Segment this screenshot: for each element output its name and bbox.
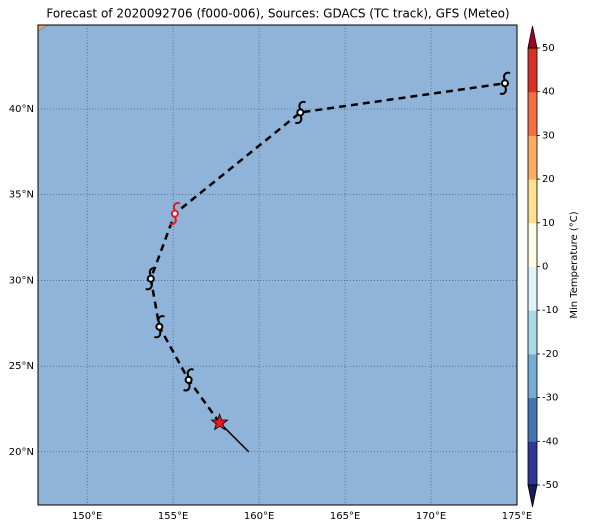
cyclone-marker bbox=[294, 100, 306, 125]
colorbar-tick-label: -40 bbox=[542, 436, 558, 447]
map-frame bbox=[37, 24, 518, 506]
cyclone-arms bbox=[145, 267, 157, 291]
colorbar-band bbox=[528, 266, 537, 311]
cyclone-arms bbox=[294, 100, 306, 125]
colorbar-tick-label: -20 bbox=[542, 349, 558, 360]
colorbar-tick-label: 0 bbox=[542, 262, 548, 273]
ocean bbox=[38, 25, 517, 505]
colorbar-band bbox=[528, 91, 537, 136]
y-tick-label: 40°N bbox=[9, 104, 34, 115]
cyclone-eye bbox=[184, 375, 193, 384]
y-tick-label: 20°N bbox=[9, 447, 34, 458]
title: Forecast of 2020092706 (f000-006), Sourc… bbox=[46, 7, 509, 21]
colorbar-tick-label: 50 bbox=[542, 43, 555, 54]
map: 150°E 155°E 160°E 165°E 170°E 175°E 20°N 25°N 30… bbox=[9, 24, 532, 522]
colorbar-band bbox=[528, 222, 537, 267]
colorbar-under bbox=[527, 484, 538, 508]
start-marker bbox=[210, 413, 229, 431]
cyclone-eye bbox=[155, 322, 164, 331]
cyclone-eye bbox=[500, 79, 509, 88]
colorbar-tick-label: 40 bbox=[542, 87, 555, 98]
colorbar-tick-label: 30 bbox=[542, 130, 555, 141]
motion-line bbox=[219, 422, 250, 453]
y-tick-label: 25°N bbox=[9, 361, 34, 372]
x-tick-label: 160°E bbox=[244, 511, 274, 522]
x-tick-label: 165°E bbox=[330, 511, 360, 522]
colorbar-over bbox=[527, 25, 538, 49]
x-tick-label: 175°E bbox=[502, 511, 532, 522]
colorbar: -50 -40 -30 -20 -10 0 10 20 30 40 50 bbox=[527, 25, 558, 508]
x-tick-label: 150°E bbox=[72, 511, 102, 522]
cyclone-marker bbox=[169, 201, 181, 226]
colorbar-band bbox=[528, 48, 537, 93]
cyclone-marker bbox=[153, 315, 165, 339]
colorbar-tick-label: 10 bbox=[542, 218, 555, 229]
colorbar-tick-label: -50 bbox=[542, 480, 558, 491]
cyclone-arms bbox=[499, 71, 511, 95]
colorbar-band bbox=[528, 179, 537, 224]
cyclone-marker bbox=[145, 267, 157, 291]
colorbar-tick-label: -30 bbox=[542, 393, 558, 404]
cyclone-arms bbox=[153, 315, 165, 339]
colorbar-band bbox=[528, 310, 537, 355]
cyclone-marker bbox=[183, 368, 195, 392]
x-tick-label: 155°E bbox=[158, 511, 188, 522]
x-tick-label: 170°E bbox=[416, 511, 446, 522]
cyclone-eye bbox=[296, 108, 305, 117]
cyclone-marker bbox=[499, 71, 511, 95]
colorbar-tick-label: 20 bbox=[542, 174, 555, 185]
y-tick-label: 30°N bbox=[9, 275, 34, 286]
colorbar-band bbox=[528, 441, 537, 486]
colorbar-label: Min Temperature (°C) bbox=[569, 211, 580, 318]
cyclone-eye bbox=[170, 209, 179, 218]
colorbar-band bbox=[528, 353, 537, 399]
colorbar-band bbox=[528, 135, 537, 180]
colorbar-band bbox=[528, 397, 537, 442]
y-tick-label: 35°N bbox=[9, 190, 34, 201]
cyclone-arms bbox=[169, 201, 181, 226]
cyclone-arms bbox=[183, 368, 195, 392]
colorbar-tick-label: -10 bbox=[542, 305, 558, 316]
cyclone-eye bbox=[146, 274, 155, 283]
